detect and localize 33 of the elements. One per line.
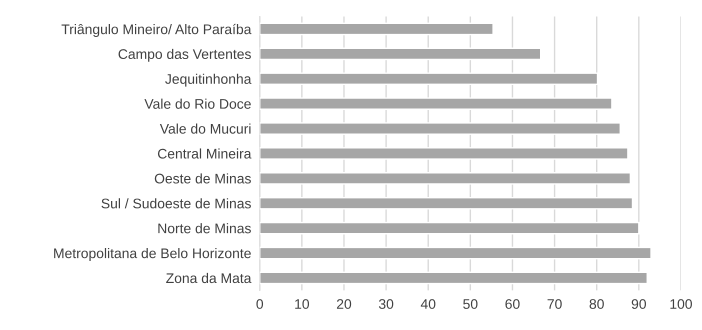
bar — [260, 72, 598, 86]
x-tick-label: 90 — [632, 299, 646, 309]
bar — [260, 172, 632, 185]
x-tick-label: 60 — [505, 299, 520, 309]
bar — [260, 246, 652, 260]
bar — [260, 272, 648, 284]
y-tick-label: Zona da Mata — [166, 272, 252, 284]
bar — [260, 196, 634, 210]
x-tick-label: 50 — [463, 299, 478, 309]
y-tick-label: Triângulo Mineiro/ Alto Paraíba — [62, 24, 252, 37]
y-tick-label: Vale do Mucuri — [160, 124, 250, 134]
bar — [260, 48, 542, 60]
x-tick-label: 100 — [670, 299, 692, 309]
x-tick-label: 0 — [256, 299, 264, 309]
y-tick-label: Central Mineira — [158, 148, 252, 159]
bar — [260, 122, 621, 135]
x-tick-label: 40 — [420, 299, 436, 309]
y-tick-label: Jequitinhonha — [165, 74, 252, 87]
bar — [260, 147, 629, 160]
x-tick-label: 20 — [336, 299, 352, 309]
bar — [260, 22, 494, 36]
y-tick-label: Oeste de Minas — [154, 173, 251, 184]
bar — [260, 97, 613, 110]
y-tick-label: Vale do Rio Doce — [144, 98, 251, 109]
y-tick-label: Metropolitana de Belo Horizonte — [54, 248, 251, 261]
y-tick-label: Norte de Minas — [158, 223, 251, 234]
y-tick-label: Sul / Sudoeste de Minas — [101, 198, 251, 208]
bar — [260, 222, 640, 234]
x-tick-label: 70 — [548, 299, 562, 309]
x-tick-label: 30 — [378, 299, 394, 309]
y-tick-label: Campo das Vertentes — [118, 48, 251, 62]
x-tick-label: 10 — [295, 299, 310, 309]
x-tick-label: 80 — [590, 299, 604, 309]
